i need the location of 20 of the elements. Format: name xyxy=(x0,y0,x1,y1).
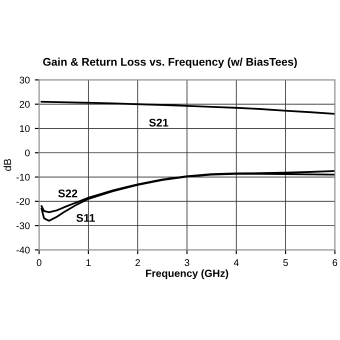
x-tick-label: 4 xyxy=(234,259,239,266)
y-tick-label: -10 xyxy=(16,174,30,181)
series-label: S21 xyxy=(149,118,168,127)
y-tick-label: 10 xyxy=(20,125,30,132)
x-tick-label: 3 xyxy=(184,259,190,266)
x-tick-label: 2 xyxy=(135,259,140,266)
y-axis-title: dB xyxy=(4,159,12,171)
x-axis-title: Frequency (GHz) xyxy=(146,269,228,280)
y-tick-label: 20 xyxy=(20,100,30,108)
y-tick-label: -40 xyxy=(16,246,30,254)
x-tick-label: 1 xyxy=(86,259,91,266)
x-tick-label: 6 xyxy=(332,259,338,266)
chart-title: Gain & Return Loss vs. Frequency (w/ BiasTees) xyxy=(43,58,297,68)
y-tick-label: -30 xyxy=(16,222,30,230)
y-tick-label: -20 xyxy=(16,198,30,205)
y-tick-label: 30 xyxy=(20,76,30,84)
series-label: S22 xyxy=(58,189,78,198)
x-tick-label: 0 xyxy=(36,259,42,266)
y-tick-label: 0 xyxy=(25,149,30,156)
x-tick-label: 5 xyxy=(283,259,288,266)
